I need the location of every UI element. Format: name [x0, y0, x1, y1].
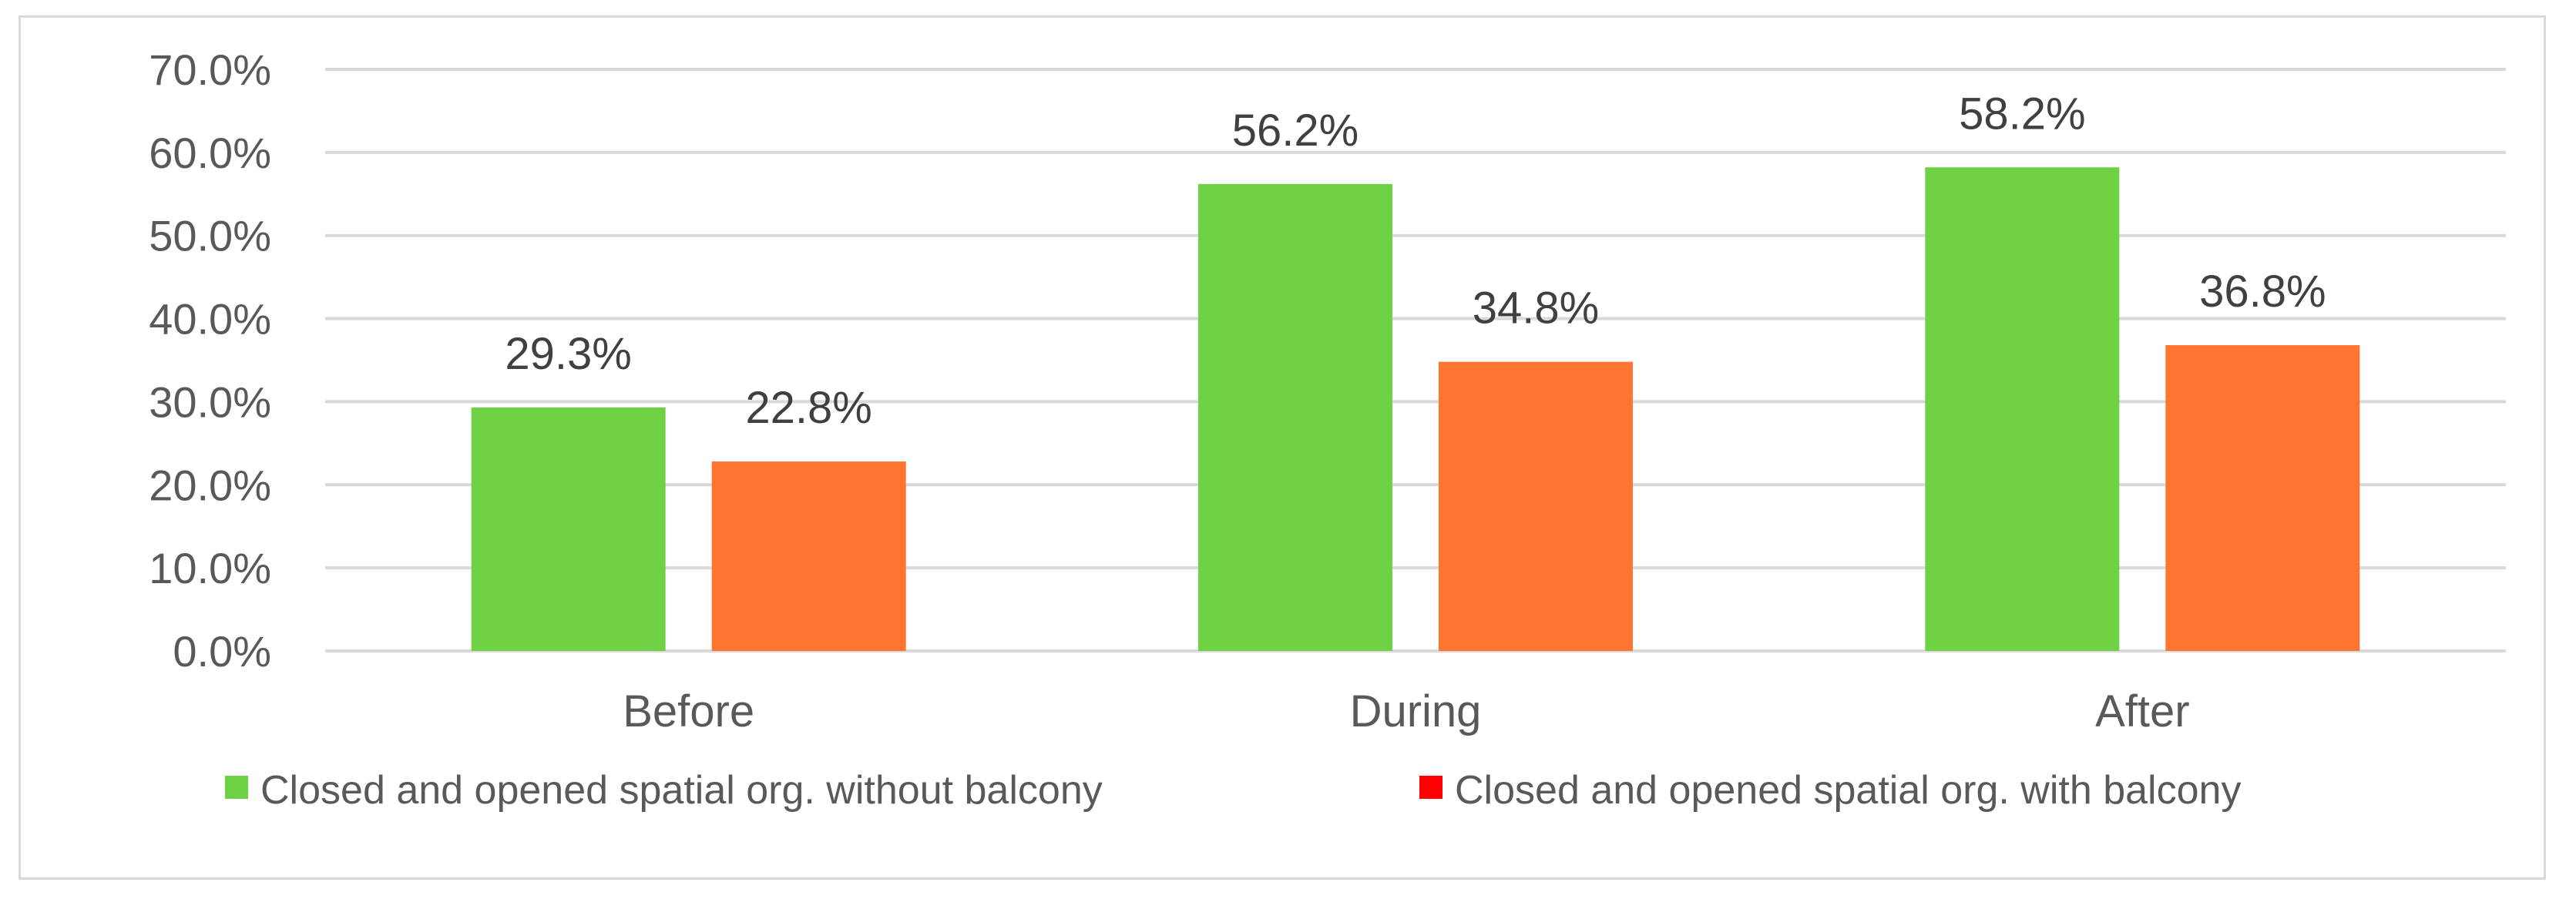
- bar: [711, 461, 906, 651]
- bar: [1439, 361, 1633, 651]
- legend: Closed and opened spatial org. without b…: [225, 768, 2241, 813]
- bar-chart: 0.0%10.0%20.0%30.0%40.0%50.0%60.0%70.0% …: [149, 45, 2506, 813]
- data-label: 34.8%: [1473, 283, 1599, 334]
- data-label: 22.8%: [745, 383, 872, 433]
- y-tick-label: 0.0%: [173, 627, 271, 676]
- y-tick-label: 40.0%: [149, 295, 271, 344]
- x-category-label: During: [1350, 686, 1482, 736]
- legend-swatch: [1419, 776, 1442, 799]
- y-tick-label: 20.0%: [149, 461, 271, 509]
- bars: [471, 167, 2360, 652]
- data-label: 58.2%: [1959, 89, 2085, 139]
- y-tick-label: 30.0%: [149, 377, 271, 426]
- bar: [471, 407, 666, 651]
- gridlines: [325, 68, 2506, 652]
- bar: [1198, 183, 1392, 652]
- chart-frame: 0.0% 10.0% 20.0% 30.0% 40.0% 50.0% 60.0% 70.0% …: [18, 15, 2546, 880]
- legend-label: Closed and opened spatial org. with balc…: [1455, 768, 2241, 813]
- x-axis-categories: Before During After: [623, 686, 2189, 736]
- data-label: 56.2%: [1232, 106, 1359, 156]
- data-label: 36.8%: [2199, 267, 2326, 317]
- bar: [1925, 167, 2120, 651]
- y-tick-label: 60.0%: [149, 129, 271, 177]
- x-category-label: After: [2095, 686, 2190, 736]
- y-axis-ticks: 0.0% 10.0% 20.0% 30.0% 40.0% 50.0% 60.0% 70.0%: [149, 45, 271, 676]
- data-labels: 29.3% 22.8% 56.2% 34.8% 58.2% 36.8%: [505, 89, 2326, 433]
- legend-label: Closed and opened spatial org. without b…: [260, 768, 1103, 813]
- legend-swatch: [225, 776, 248, 799]
- x-category-label: Before: [623, 686, 754, 736]
- y-tick-label: 50.0%: [149, 212, 271, 260]
- data-label: 29.3%: [505, 329, 631, 379]
- bar: [2165, 345, 2360, 651]
- y-tick-label: 70.0%: [149, 45, 271, 94]
- y-tick-label: 10.0%: [149, 544, 271, 592]
